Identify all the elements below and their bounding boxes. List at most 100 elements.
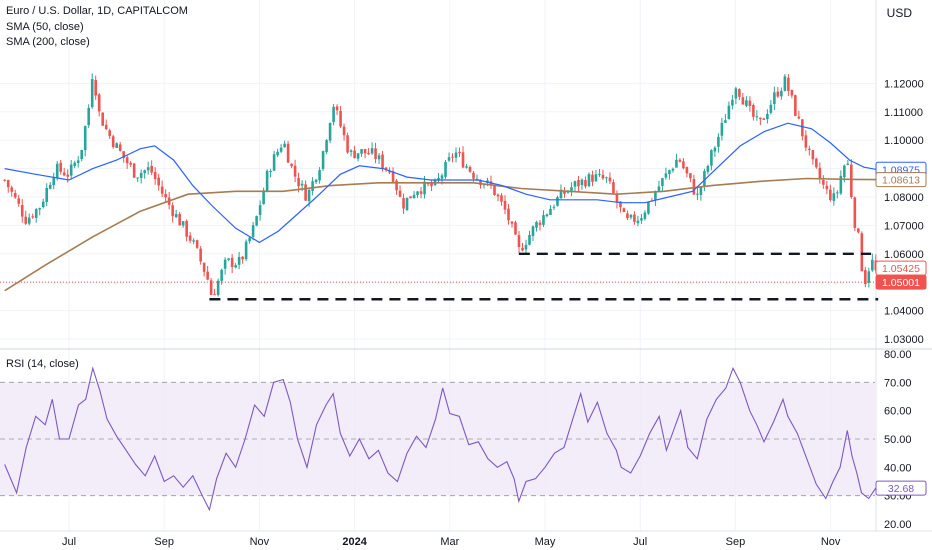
candle bbox=[199, 246, 202, 265]
candle-body bbox=[619, 201, 622, 208]
candle bbox=[636, 215, 640, 227]
candle-body bbox=[52, 176, 56, 186]
candle bbox=[654, 190, 657, 207]
candle-body bbox=[164, 194, 167, 198]
candle bbox=[34, 208, 38, 223]
candle-body bbox=[73, 162, 77, 166]
sma50-legend[interactable]: SMA (50, close) bbox=[6, 21, 84, 33]
candle-body bbox=[661, 178, 664, 186]
candle bbox=[59, 159, 63, 175]
candle-body bbox=[80, 149, 84, 160]
candle bbox=[832, 187, 836, 206]
candle bbox=[500, 193, 503, 206]
candle-body bbox=[41, 201, 45, 208]
candle bbox=[710, 149, 713, 171]
candle-body bbox=[440, 175, 444, 179]
candle bbox=[542, 210, 545, 228]
candle-body bbox=[503, 200, 507, 210]
candle-body bbox=[549, 208, 552, 215]
candle bbox=[17, 194, 21, 207]
candle bbox=[629, 214, 633, 220]
candle bbox=[552, 204, 556, 211]
candle-body bbox=[293, 165, 297, 177]
candle-body bbox=[776, 91, 780, 97]
candle bbox=[717, 133, 720, 153]
candle bbox=[171, 202, 174, 223]
candle bbox=[493, 185, 496, 196]
price-tick-label: 1.12000 bbox=[884, 78, 924, 90]
candle-body bbox=[143, 170, 146, 174]
candle bbox=[269, 168, 272, 178]
candle-body bbox=[416, 191, 419, 195]
candle bbox=[797, 110, 801, 120]
candle bbox=[780, 87, 783, 100]
candle bbox=[76, 156, 80, 168]
candle-body bbox=[405, 197, 409, 210]
candle bbox=[822, 175, 825, 189]
candle bbox=[125, 155, 129, 169]
candle-body bbox=[384, 167, 388, 170]
candle bbox=[279, 144, 283, 154]
candle bbox=[27, 213, 31, 226]
candle bbox=[745, 96, 748, 108]
rsi-line bbox=[4, 366, 877, 512]
candle-body bbox=[451, 156, 454, 158]
candle bbox=[815, 157, 818, 169]
rsi-legend[interactable]: RSI (14, close) bbox=[6, 358, 79, 370]
currency-label[interactable]: USD bbox=[886, 6, 912, 20]
candle-body bbox=[139, 172, 143, 178]
candle-body bbox=[643, 212, 647, 219]
candle-body bbox=[342, 126, 346, 136]
candle-body bbox=[608, 177, 612, 182]
candle-body bbox=[587, 174, 591, 187]
candle-body bbox=[468, 166, 472, 172]
candle bbox=[573, 180, 577, 192]
candle bbox=[640, 213, 643, 224]
candle-body bbox=[314, 179, 318, 183]
candle bbox=[356, 153, 360, 162]
candle-body bbox=[321, 151, 325, 169]
candle bbox=[720, 117, 724, 141]
candle-body bbox=[542, 215, 545, 225]
candle-body bbox=[636, 220, 640, 224]
candle bbox=[605, 176, 608, 184]
candle bbox=[871, 253, 874, 272]
candle bbox=[699, 186, 703, 201]
candle bbox=[178, 211, 181, 226]
candle bbox=[545, 213, 549, 218]
candle-body bbox=[38, 208, 42, 210]
candle-body bbox=[556, 197, 559, 206]
candle-body bbox=[206, 271, 209, 280]
candle-body bbox=[412, 194, 416, 199]
sma200-line bbox=[4, 177, 876, 292]
candle-body bbox=[559, 189, 563, 199]
candle-body bbox=[136, 177, 139, 179]
candle bbox=[836, 190, 839, 199]
candle-body bbox=[244, 241, 248, 260]
candle bbox=[601, 169, 605, 181]
candle bbox=[811, 149, 815, 165]
candle-body bbox=[430, 183, 433, 187]
candle-body bbox=[752, 105, 755, 117]
candle-body bbox=[475, 178, 479, 180]
candle bbox=[87, 104, 90, 128]
candle bbox=[290, 163, 293, 169]
candle-body bbox=[538, 222, 542, 225]
price-tag-box bbox=[875, 274, 927, 290]
candle bbox=[328, 122, 332, 144]
candle-body bbox=[685, 167, 689, 174]
candle bbox=[241, 255, 244, 264]
price-tag-sma200: 1.08613 bbox=[875, 172, 927, 188]
candle-body bbox=[825, 185, 829, 190]
candle bbox=[724, 114, 727, 123]
candle-body bbox=[472, 172, 475, 179]
sma200-legend[interactable]: SMA (200, close) bbox=[6, 36, 90, 48]
candle bbox=[185, 219, 188, 242]
symbol-legend[interactable]: Euro / U.S. Dollar, 1D, CAPITALCOM bbox=[6, 5, 188, 17]
candle-body bbox=[251, 225, 255, 237]
price-tick-label: 1.08000 bbox=[884, 192, 924, 204]
candle bbox=[349, 149, 353, 157]
candle-body bbox=[780, 90, 783, 97]
candle bbox=[671, 167, 675, 173]
candle bbox=[776, 87, 780, 98]
